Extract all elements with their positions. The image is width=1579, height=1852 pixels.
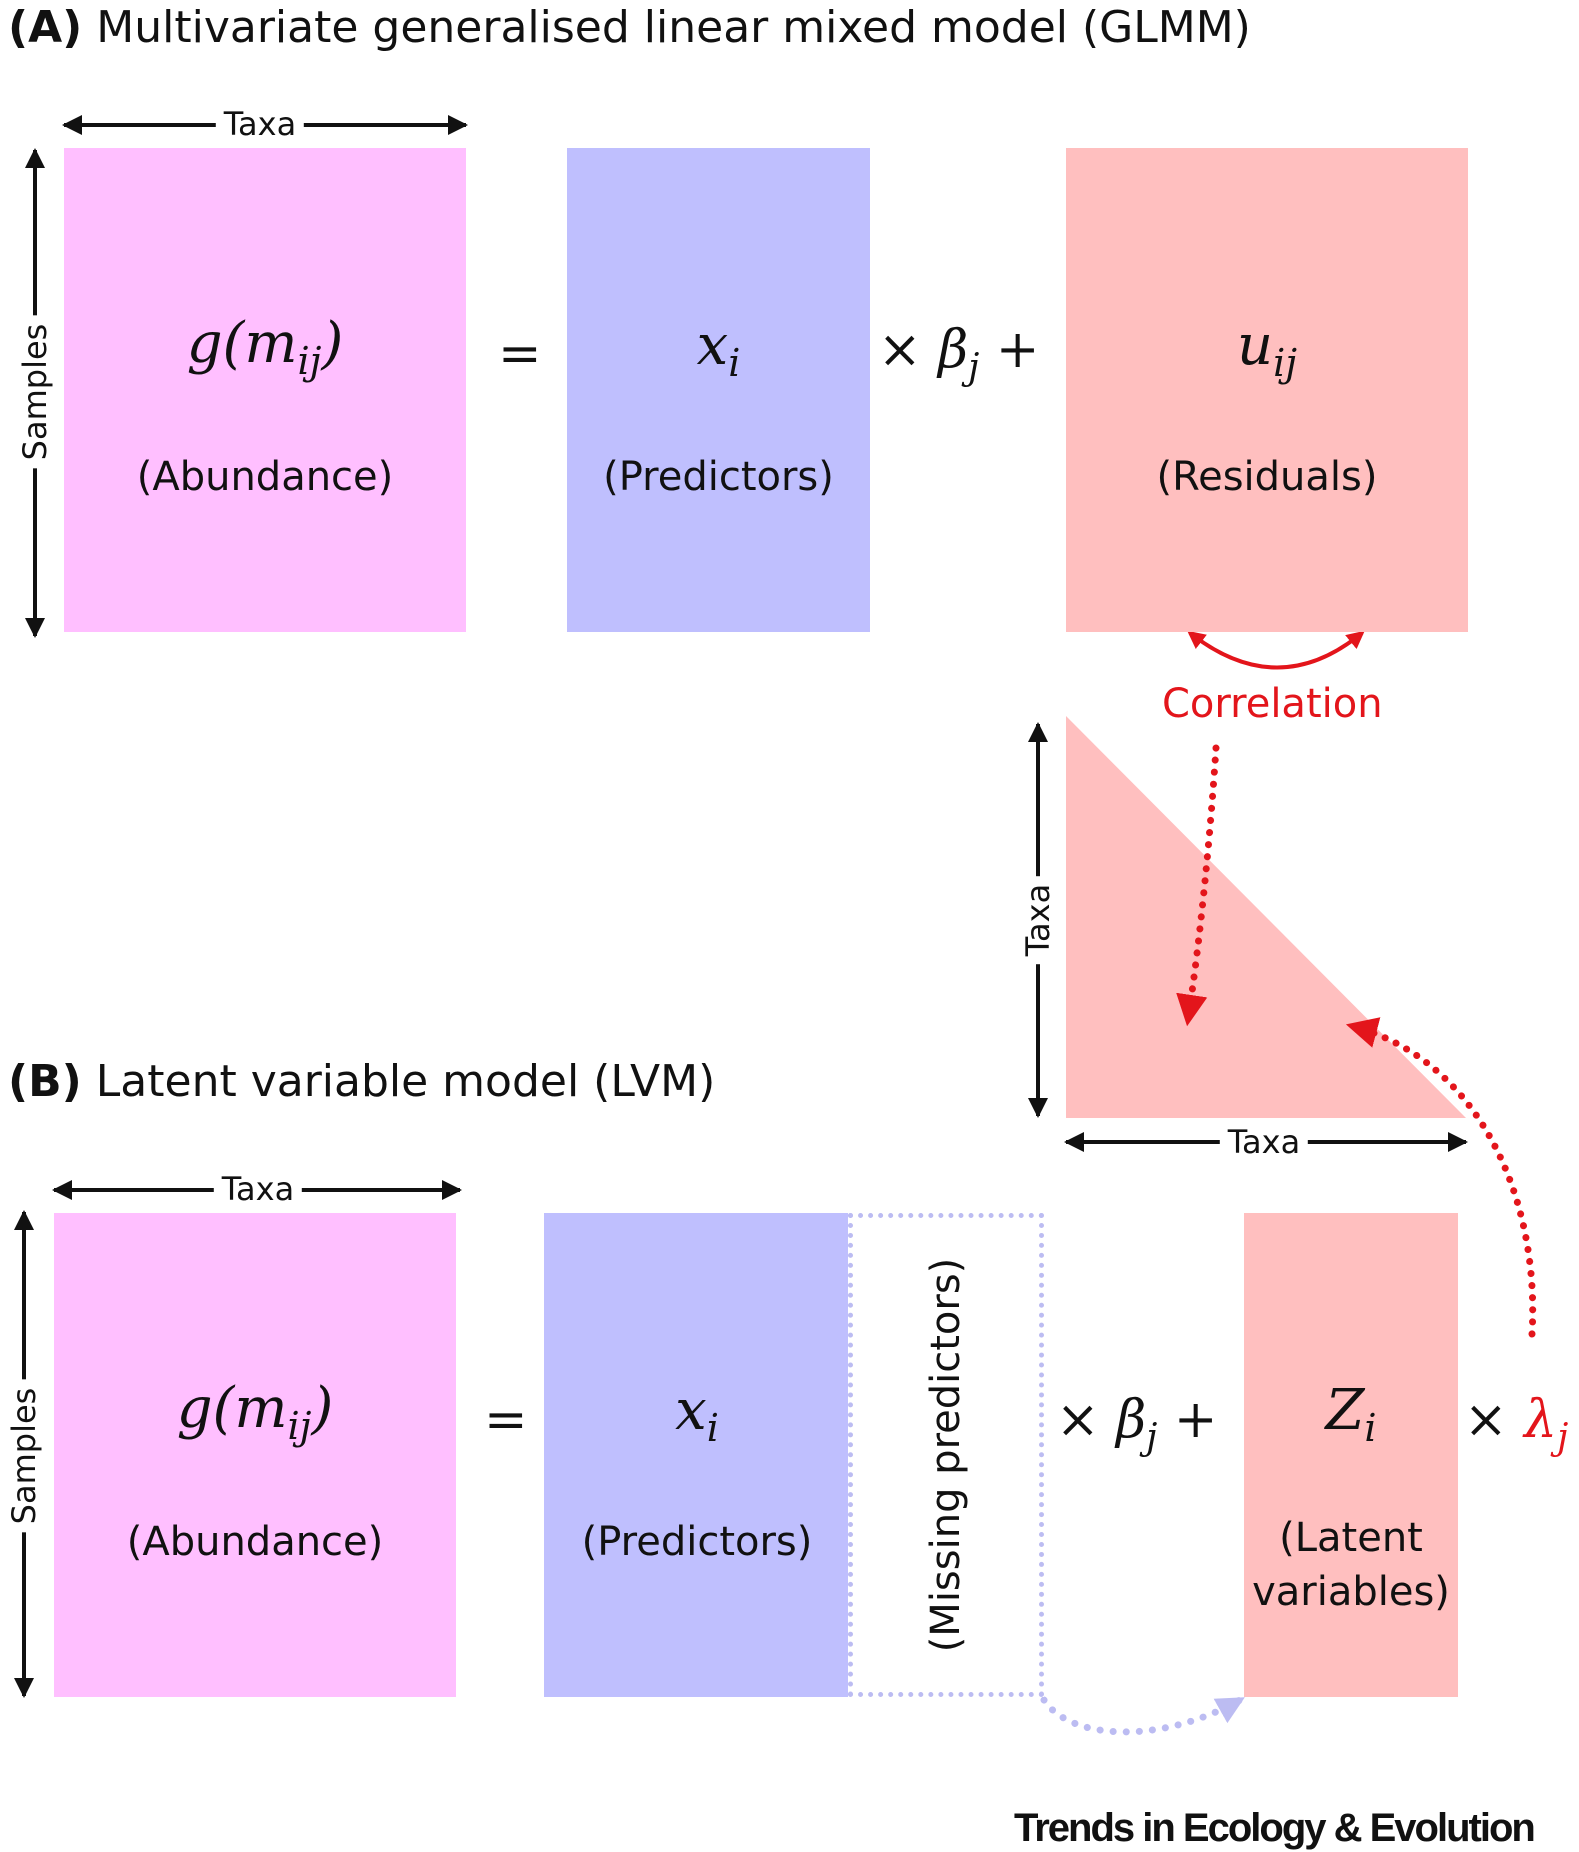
panel-a-heading: (A) Multivariate generalised linear mixe… — [8, 6, 1251, 50]
missing-predictors-label: (Missing predictors) — [923, 1257, 969, 1653]
panel-b-heading: (B) Latent variable model (LVM) — [8, 1060, 715, 1104]
panel-a-residuals-expression: uij — [1236, 313, 1297, 385]
panel-b-predictors-box: xi (Predictors) — [544, 1213, 850, 1697]
correlation-label: Correlation — [1162, 681, 1383, 727]
panel-b-tag: (B) — [8, 1056, 82, 1107]
journal-credit: Trends in Ecology & Evolution — [1014, 1806, 1536, 1850]
panel-a-beta-term: × βj + — [878, 320, 1040, 388]
panel-a-abundance-expression: g(mij) — [186, 311, 344, 383]
correlation-curve-arrow — [1187, 630, 1365, 670]
panel-a-residuals-caption: (Residuals) — [1156, 454, 1378, 500]
correlation-matrix-triangle — [1066, 716, 1466, 1118]
panel-b-samples-label: Samples — [5, 1379, 43, 1533]
panel-a-abundance-caption: (Abundance) — [136, 454, 394, 500]
panel-a-predictors-expression: xi — [696, 313, 741, 385]
panel-a-residuals-box: uij (Residuals) — [1066, 148, 1468, 632]
latent-variables-caption: (Latent variables) — [1252, 1515, 1450, 1615]
panel-b-taxa-label: Taxa — [213, 1173, 303, 1205]
panel-b-predictors-caption: (Predictors) — [581, 1519, 813, 1565]
panel-b-equals: = — [484, 1390, 528, 1450]
panel-b-beta-term: × βj + — [1056, 1390, 1218, 1458]
matrix-taxa-horizontal-label: Taxa — [1219, 1126, 1309, 1158]
panel-a-samples-label: Samples — [16, 315, 54, 469]
panel-b-predictors-expression: xi — [675, 1378, 719, 1450]
panel-a-predictors-box: xi (Predictors) — [567, 148, 870, 632]
lambda-term: × λj — [1464, 1390, 1569, 1458]
panel-b-abundance-caption: (Abundance) — [126, 1519, 384, 1565]
panel-a-abundance-box: g(mij) (Abundance) — [64, 148, 466, 632]
panel-a-title: Multivariate generalised linear mixed mo… — [96, 2, 1251, 53]
panel-b-abundance-expression: g(mij) — [176, 1376, 334, 1448]
panel-b-abundance-box: g(mij) (Abundance) — [54, 1213, 456, 1697]
latent-variables-box: Zi (Latent variables) — [1244, 1213, 1458, 1697]
panel-a-predictors-caption: (Predictors) — [603, 454, 834, 500]
missing-to-latent-arrow — [1040, 1696, 1245, 1736]
correlation-to-matrix-arrow — [1176, 744, 1220, 1027]
panel-b-title: Latent variable model (LVM) — [95, 1056, 716, 1107]
latent-variables-expression: Zi — [1325, 1378, 1377, 1450]
panel-a-equals: = — [498, 324, 542, 384]
panel-a-taxa-label: Taxa — [215, 108, 305, 140]
matrix-taxa-vertical-label: Taxa — [1019, 875, 1057, 965]
missing-predictors-box — [848, 1213, 1044, 1697]
panel-a-tag: (A) — [8, 2, 83, 53]
